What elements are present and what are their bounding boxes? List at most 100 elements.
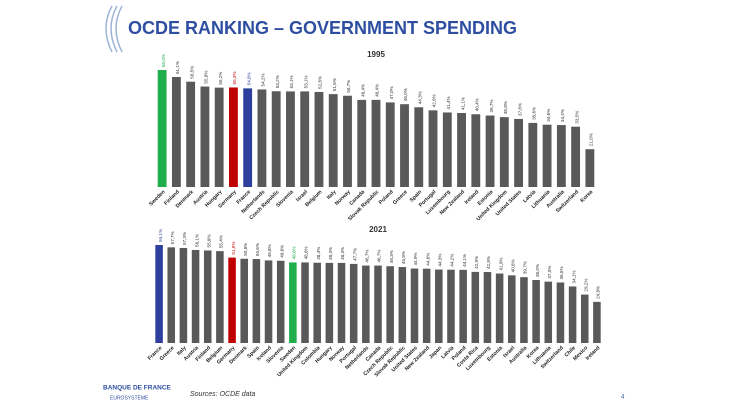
value-label: 46,0% — [403, 88, 408, 101]
bar — [240, 258, 248, 343]
value-label: 55,3% — [232, 71, 237, 84]
bar — [243, 88, 253, 187]
value-label: 49,8% — [267, 244, 272, 257]
value-label: 56,1% — [194, 234, 199, 247]
value-label: 55,2% — [218, 72, 223, 85]
bar — [580, 294, 589, 343]
chart-title: 1995 — [367, 50, 385, 59]
value-label: 49,6% — [279, 245, 284, 258]
bar — [216, 251, 224, 343]
bar — [495, 273, 504, 343]
value-label: 53,2% — [275, 75, 280, 88]
slide-title: OCDE RANKING – GOVERNMENT SPENDING — [128, 18, 517, 38]
value-label: 42,8% — [486, 256, 491, 269]
value-label: 44,8% — [425, 253, 430, 266]
value-label: 54,8% — [246, 72, 251, 85]
bar — [257, 89, 267, 187]
bar — [325, 262, 334, 343]
bar — [556, 282, 565, 343]
value-label: 36,5% — [559, 266, 564, 279]
bar — [362, 265, 370, 343]
bar — [343, 95, 352, 187]
bar — [542, 124, 552, 187]
value-label: 45,8% — [401, 251, 406, 264]
bar — [289, 262, 297, 343]
value-label: 57,3% — [182, 232, 187, 245]
value-label: 51,5% — [231, 242, 236, 255]
bar — [286, 91, 295, 187]
value-label: 39,7% — [523, 261, 528, 274]
bar — [155, 245, 163, 343]
value-label: 48,4% — [360, 84, 365, 97]
value-label: 50,8% — [243, 243, 248, 256]
value-label: 48,3% — [340, 247, 345, 260]
bar — [457, 113, 466, 187]
value-label: 44,3% — [438, 254, 443, 267]
bar — [385, 102, 395, 187]
bar — [593, 301, 601, 343]
bar — [514, 118, 524, 187]
value-label: 21,0% — [589, 133, 594, 146]
bar — [200, 86, 210, 187]
bar — [328, 94, 338, 187]
bar — [471, 271, 480, 343]
value-label: 48,4% — [375, 84, 380, 97]
category-label: Italy — [326, 189, 338, 201]
value-label: 46,3% — [389, 250, 394, 263]
bar — [374, 265, 382, 343]
bar — [422, 268, 431, 343]
bar — [471, 114, 481, 187]
bar — [214, 87, 224, 187]
value-label: 42,9% — [474, 256, 479, 269]
value-label: 50,7% — [346, 80, 351, 93]
bar — [544, 281, 553, 343]
bar — [428, 110, 438, 187]
category-label: Italy — [176, 345, 188, 357]
value-label: 58,5% — [189, 66, 194, 79]
logo-bottom: EUROSYSTÈME — [110, 394, 149, 401]
page-number: 4 — [621, 395, 625, 401]
value-label: 48,6% — [292, 246, 297, 259]
bar — [191, 249, 200, 343]
bar — [228, 87, 238, 187]
bar — [459, 269, 467, 343]
value-label: 48,6% — [304, 246, 309, 259]
value-label: 54,2% — [261, 73, 266, 86]
value-label: 59,1% — [158, 229, 163, 242]
bar — [528, 122, 538, 187]
bar — [400, 104, 409, 187]
value-label: 37,0% — [547, 266, 552, 279]
bar — [171, 77, 181, 187]
bar — [186, 81, 196, 187]
bar — [508, 275, 516, 343]
bar — [447, 269, 455, 343]
value-label: 47,0% — [389, 86, 394, 99]
chart-title: 2021 — [369, 225, 387, 234]
value-label: 40,4% — [475, 98, 480, 111]
bar — [414, 107, 424, 187]
value-label: 61,1% — [175, 61, 180, 74]
value-label: 29,2% — [583, 279, 588, 292]
logo-top: BANQUE DE FRANCE — [103, 385, 172, 392]
value-label: 42,6% — [432, 94, 437, 107]
value-label: 44,9% — [413, 253, 418, 266]
bar — [398, 267, 407, 343]
bar — [571, 126, 581, 187]
bar — [203, 250, 212, 343]
bar — [442, 112, 452, 187]
value-label: 53,1% — [289, 75, 294, 88]
value-label: 24,8% — [596, 286, 601, 299]
value-label: 55,8% — [204, 71, 209, 84]
value-label: 48,3% — [328, 247, 333, 260]
value-label: 51,6% — [332, 78, 337, 91]
value-label: 39,7% — [489, 100, 494, 113]
value-label: 34,6% — [546, 109, 551, 122]
bar — [585, 149, 595, 187]
bar — [337, 262, 346, 343]
bar — [167, 247, 176, 343]
bar — [556, 125, 566, 187]
value-label: 38,0% — [535, 264, 540, 277]
bar — [410, 268, 419, 343]
bar — [483, 272, 492, 343]
